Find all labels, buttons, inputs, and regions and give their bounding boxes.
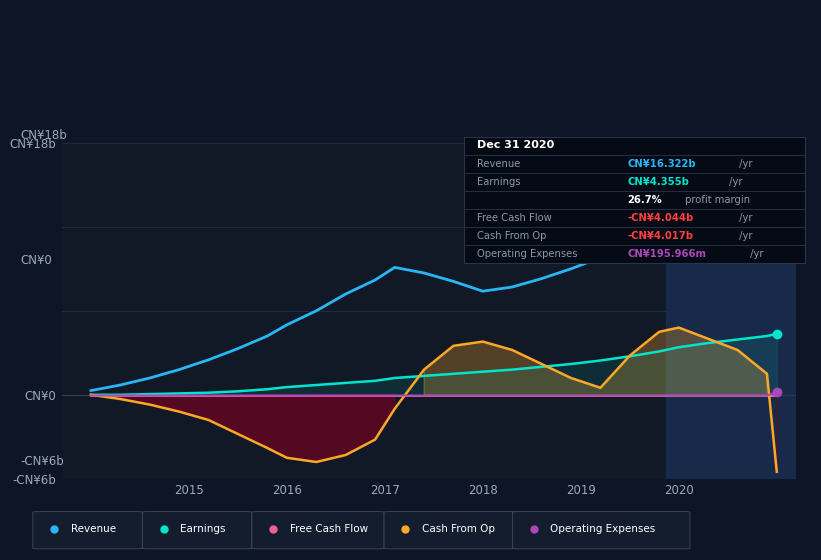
FancyBboxPatch shape [252,512,384,549]
FancyBboxPatch shape [142,512,252,549]
Text: Free Cash Flow: Free Cash Flow [290,524,368,534]
Text: /yr: /yr [736,231,753,241]
Text: Cash From Op: Cash From Op [478,231,547,241]
Text: Revenue: Revenue [71,524,116,534]
Text: /yr: /yr [736,159,753,169]
Text: -CN¥4.044b: -CN¥4.044b [627,213,694,223]
Bar [666,143,796,479]
Text: /yr: /yr [726,177,742,187]
Text: Cash From Op: Cash From Op [422,524,495,534]
FancyBboxPatch shape [33,512,142,549]
Text: -CN¥4.017b: -CN¥4.017b [627,231,694,241]
Text: Dec 31 2020: Dec 31 2020 [478,140,555,150]
Text: CN¥195.966m: CN¥195.966m [627,249,706,259]
Text: Operating Expenses: Operating Expenses [478,249,578,259]
Text: profit margin: profit margin [682,195,750,205]
Text: Free Cash Flow: Free Cash Flow [478,213,553,223]
Text: /yr: /yr [747,249,764,259]
Text: Earnings: Earnings [180,524,226,534]
FancyBboxPatch shape [512,512,690,549]
FancyBboxPatch shape [384,512,516,549]
Text: CN¥16.322b: CN¥16.322b [627,159,696,169]
Text: Operating Expenses: Operating Expenses [550,524,655,534]
Text: Revenue: Revenue [478,159,521,169]
Text: CN¥4.355b: CN¥4.355b [627,177,690,187]
Text: 26.7%: 26.7% [627,195,663,205]
Text: CN¥18b: CN¥18b [21,129,67,142]
Text: Earnings: Earnings [478,177,521,187]
Text: /yr: /yr [736,213,753,223]
Text: -CN¥6b: -CN¥6b [21,455,64,468]
Text: CN¥0: CN¥0 [21,254,53,267]
